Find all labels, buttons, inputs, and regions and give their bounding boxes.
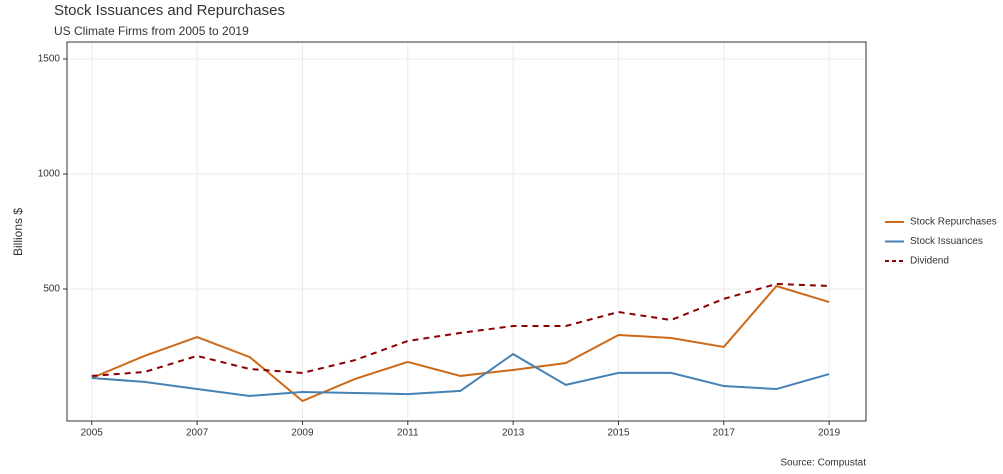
line-series	[91, 352, 830, 397]
caption: Source: Compustat	[780, 458, 866, 469]
plot-border	[66, 41, 867, 422]
legend-label: Dividend	[910, 256, 949, 267]
chart-title: Stock Issuances and Repurchases	[54, 2, 285, 19]
chart-subtitle: US Climate Firms from 2005 to 2019	[54, 24, 249, 38]
y-axis-label: Billions $	[11, 208, 25, 256]
legend-label: Stock Issuances	[910, 236, 983, 247]
line-series	[91, 284, 830, 403]
x-tick-label: 2005	[81, 428, 104, 439]
x-tick-label: 2017	[713, 428, 736, 439]
y-tick-label: 1500	[38, 54, 61, 65]
legend-label: Stock Repurchases	[910, 217, 997, 228]
y-tick-label: 1000	[38, 169, 61, 180]
x-tick-label: 2011	[397, 428, 419, 439]
y-tick-label: 500	[43, 284, 60, 295]
x-tick-label: 2007	[186, 428, 209, 439]
x-tick-label: 2015	[607, 428, 630, 439]
x-tick-label: 2019	[818, 428, 841, 439]
x-tick-label: 2009	[291, 428, 314, 439]
line-series	[91, 282, 830, 377]
x-tick-label: 2013	[502, 428, 525, 439]
